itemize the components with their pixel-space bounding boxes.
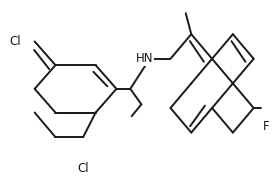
Text: Cl: Cl [77,162,89,175]
Text: F: F [263,120,270,133]
Text: HN: HN [136,52,153,65]
Text: Cl: Cl [9,35,21,48]
